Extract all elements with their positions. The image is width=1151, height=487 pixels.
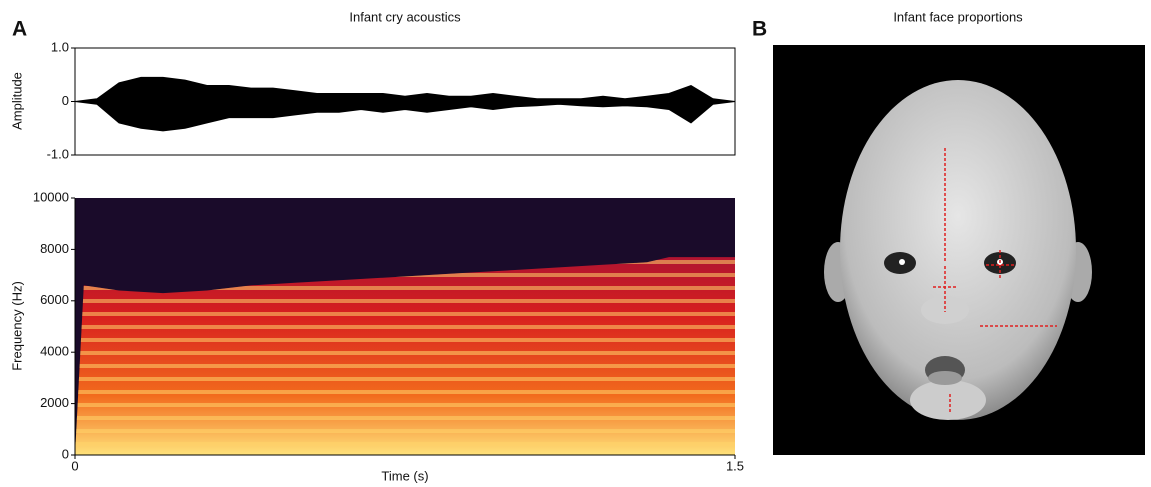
image-title: Infant face proportions bbox=[893, 9, 1023, 24]
waveform-envelope bbox=[74, 101, 736, 132]
panel-label: B bbox=[752, 18, 767, 41]
x-tick-label: 1.5 bbox=[726, 458, 744, 473]
y-tick-label: 4000 bbox=[40, 344, 69, 359]
face-photo bbox=[773, 45, 1145, 455]
y-tick-label: 0 bbox=[62, 93, 69, 108]
y-tick-label: 2000 bbox=[40, 395, 69, 410]
chart-title: Infant cry acoustics bbox=[349, 9, 461, 24]
y-tick-label: 10000 bbox=[33, 189, 69, 204]
y-tick-label: 6000 bbox=[40, 292, 69, 307]
x-axis-label: Time (s) bbox=[381, 468, 428, 483]
y-axis-label: Amplitude bbox=[9, 72, 24, 130]
y-axis-label: Frequency (Hz) bbox=[9, 281, 24, 371]
y-tick-label: 0 bbox=[62, 446, 69, 461]
y-tick-label: -1.0 bbox=[47, 146, 69, 161]
y-tick-label: 8000 bbox=[40, 241, 69, 256]
x-tick-label: 0 bbox=[71, 458, 78, 473]
panel-label: A bbox=[12, 18, 27, 41]
waveform-envelope bbox=[74, 76, 736, 102]
harmonics bbox=[75, 257, 735, 455]
y-tick-label: 1.0 bbox=[51, 39, 69, 54]
